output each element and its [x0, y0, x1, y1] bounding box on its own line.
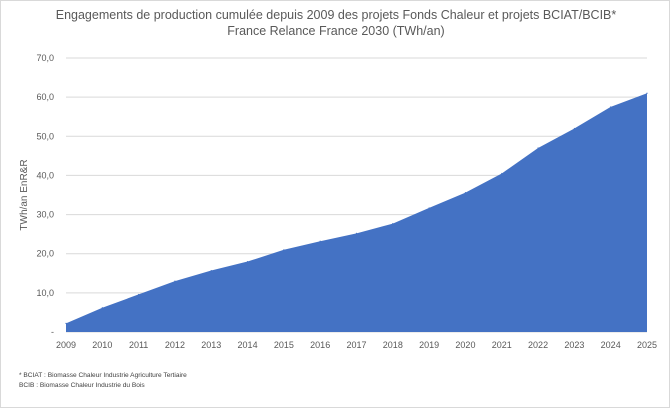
x-tick-label: 2012 — [165, 340, 185, 350]
plot-area — [65, 92, 648, 332]
data-point-2015 — [283, 249, 285, 251]
data-point-2011 — [138, 293, 140, 296]
y-tick-label: 30,0 — [36, 210, 54, 220]
x-tick-label: 2020 — [455, 340, 475, 350]
chart-subtitle: France Relance France 2030 (TWh/an) — [227, 24, 444, 38]
x-tick-label: 2024 — [601, 340, 621, 350]
data-point-2025 — [646, 92, 648, 94]
y-tick-label: 60,0 — [36, 92, 54, 102]
data-point-2023 — [573, 127, 575, 130]
x-tick-label: 2009 — [56, 340, 76, 350]
footnote-bcib: BCIB : Biomasse Chaleur Industrie du Boi… — [19, 382, 145, 389]
data-point-2020 — [464, 192, 467, 194]
series-area — [66, 93, 647, 332]
data-point-2012 — [174, 280, 176, 282]
x-tick-label: 2013 — [201, 340, 221, 350]
x-tick-label: 2023 — [564, 340, 584, 350]
data-point-2016 — [319, 240, 321, 242]
y-tick-label: 20,0 — [36, 249, 54, 259]
x-tick-label: 2025 — [637, 340, 657, 350]
chart-title: Engagements de production cumulée depuis… — [56, 8, 617, 22]
x-tick-label: 2014 — [238, 340, 258, 350]
y-tick-label: 40,0 — [36, 170, 54, 180]
data-point-2018 — [392, 222, 394, 225]
y-tick-label: 50,0 — [36, 131, 54, 141]
data-point-2013 — [210, 269, 212, 272]
footnote-bciat: * BCIAT : Biomasse Chaleur Industrie Agr… — [19, 372, 187, 379]
data-point-2017 — [355, 232, 358, 234]
y-axis-ticks: - 10,0 20,0 30,0 40,0 50,0 60,0 70,0 — [36, 53, 54, 337]
data-point-2019 — [428, 207, 430, 209]
y-axis-title: TWh/an EnR&R — [19, 159, 30, 230]
x-tick-label: 2021 — [492, 340, 512, 350]
x-tick-label: 2016 — [310, 340, 330, 350]
y-tick-label: 70,0 — [36, 53, 54, 63]
x-tick-label: 2018 — [383, 340, 403, 350]
data-point-2010 — [101, 307, 103, 309]
data-point-2009 — [65, 322, 67, 324]
x-tick-label: 2017 — [346, 340, 366, 350]
data-point-2014 — [246, 260, 249, 263]
x-tick-label: 2015 — [274, 340, 294, 350]
x-tick-label: 2010 — [92, 340, 112, 350]
y-tick-label: 10,0 — [36, 288, 54, 298]
x-tick-label: 2011 — [129, 340, 148, 350]
data-point-2024 — [610, 106, 612, 108]
x-tick-label: 2022 — [528, 340, 548, 350]
x-axis-ticks: 2009 2010 2011 2012 2013 2014 2015 2016 2017 2018… — [56, 340, 657, 350]
y-tick-label: - — [51, 327, 54, 337]
x-tick-label: 2019 — [419, 340, 439, 350]
data-point-2022 — [537, 147, 539, 149]
data-point-2021 — [501, 172, 503, 175]
